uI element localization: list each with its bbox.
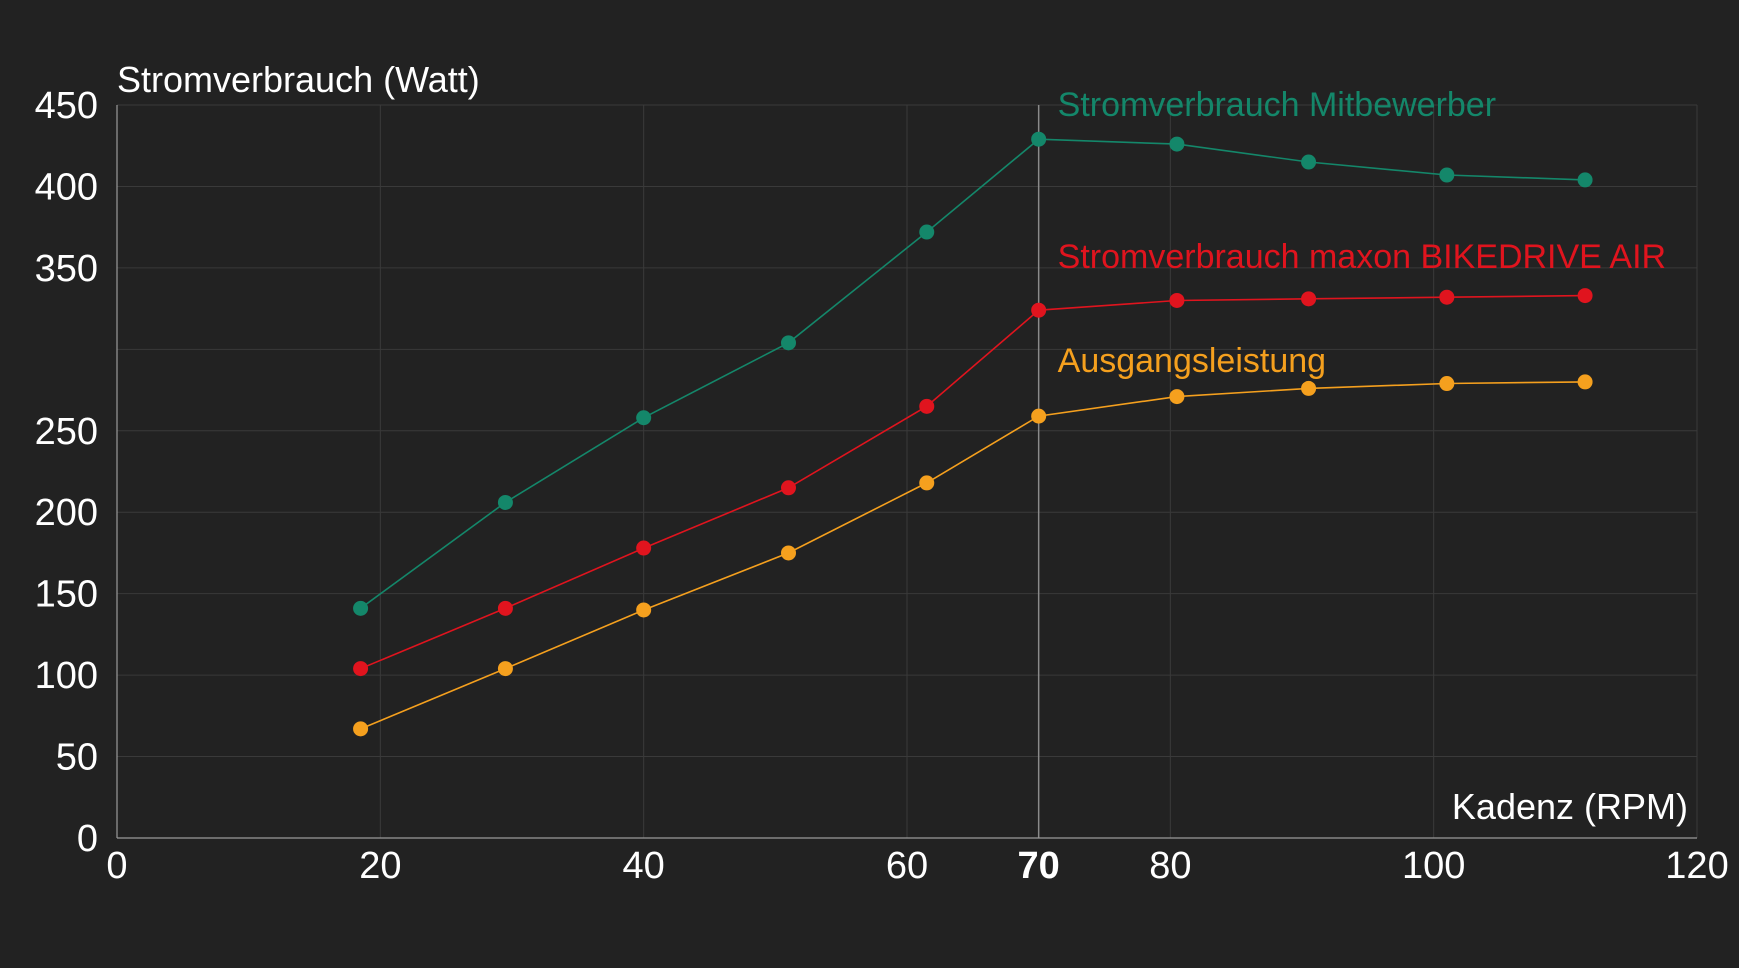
data-point — [353, 600, 369, 616]
data-point — [1577, 374, 1593, 390]
series-label: Ausgangsleistung — [1058, 342, 1326, 380]
x-tick-label: 60 — [886, 845, 928, 887]
data-point — [1439, 167, 1455, 183]
x-tick-label: 80 — [1149, 845, 1191, 887]
x-tick-label: 70 — [1018, 845, 1060, 887]
data-point — [919, 224, 935, 240]
data-point — [1439, 289, 1455, 305]
data-point — [353, 661, 369, 677]
data-point — [919, 475, 935, 491]
series-1 — [353, 131, 1593, 616]
x-axis-title: Kadenz (RPM) — [1452, 786, 1688, 827]
data-point — [636, 602, 652, 618]
series-label: Stromverbrauch maxon BIKEDRIVE AIR — [1058, 238, 1666, 276]
x-tick-label: 100 — [1402, 845, 1465, 887]
data-point — [1031, 408, 1047, 424]
data-point — [1169, 292, 1185, 308]
series-label: Stromverbrauch Mitbewerber — [1058, 86, 1496, 124]
y-tick-label: 150 — [35, 574, 98, 616]
data-point — [781, 480, 796, 496]
series-3 — [353, 374, 1593, 737]
x-tick-label: 0 — [106, 845, 127, 887]
data-point — [1169, 136, 1185, 152]
y-tick-label: 350 — [35, 248, 98, 290]
y-tick-label: 50 — [56, 737, 98, 779]
y-axis-title: Stromverbrauch (Watt) — [117, 59, 480, 100]
data-point — [919, 398, 935, 414]
series-group — [353, 131, 1593, 737]
data-point — [636, 410, 652, 426]
labels: 0 50 100 150 200 250 350 400 450 0 20 40 60 70 80 100 12… — [35, 85, 1729, 887]
data-point — [1301, 154, 1317, 170]
x-tick-label: 20 — [359, 845, 401, 887]
y-tick-label: 400 — [35, 166, 98, 208]
x-tick-label: 120 — [1665, 845, 1728, 887]
x-tick-label: 40 — [623, 845, 665, 887]
data-point — [1301, 380, 1317, 396]
data-point — [497, 661, 513, 677]
axes — [116, 105, 1697, 839]
data-point — [781, 545, 796, 561]
data-point — [1301, 291, 1317, 307]
data-point — [497, 600, 513, 616]
data-point — [353, 721, 369, 737]
y-tick-label: 200 — [35, 492, 98, 534]
y-tick-label: 0 — [77, 818, 98, 860]
y-tick-label: 100 — [35, 655, 98, 697]
data-point — [1031, 131, 1047, 147]
data-point — [636, 540, 652, 556]
data-point — [1169, 389, 1185, 405]
data-point — [1439, 376, 1455, 392]
y-tick-label: 450 — [35, 85, 98, 127]
series-line — [360, 381, 1586, 730]
data-point — [1031, 302, 1047, 318]
data-point — [781, 335, 796, 351]
series-line — [360, 138, 1586, 609]
y-tick-label: 250 — [35, 411, 98, 453]
series-2 — [353, 288, 1593, 677]
data-point — [1577, 172, 1593, 188]
data-point — [1577, 288, 1593, 304]
data-point — [497, 494, 513, 510]
series-line — [360, 294, 1586, 670]
